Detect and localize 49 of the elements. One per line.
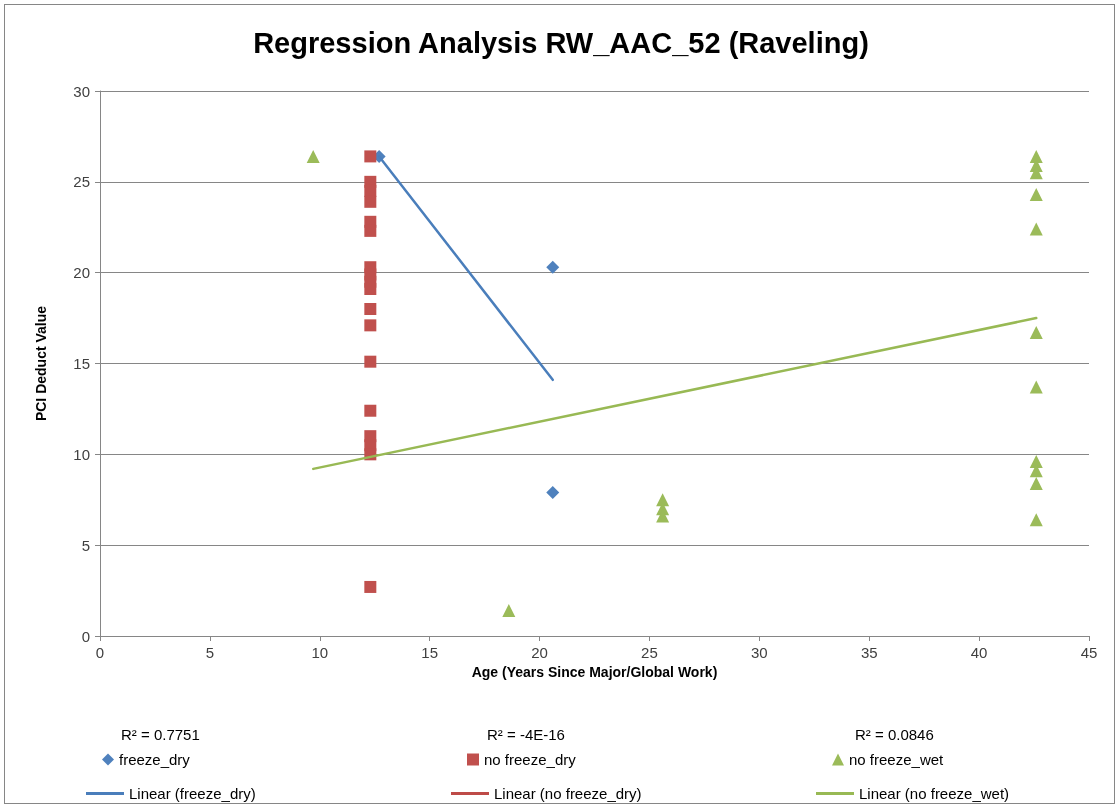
x-tick-label: 5 bbox=[205, 644, 215, 661]
text: R² = 0.7751 bbox=[121, 726, 200, 743]
y-tick-label: 0 bbox=[81, 627, 90, 645]
text: R² = -4E-16 bbox=[487, 726, 565, 743]
point bbox=[1029, 380, 1043, 394]
point bbox=[364, 404, 377, 417]
x-tick-label: 0 bbox=[95, 644, 105, 661]
point bbox=[364, 283, 377, 296]
point bbox=[546, 485, 560, 499]
point bbox=[364, 184, 377, 197]
point bbox=[364, 150, 377, 163]
point bbox=[502, 604, 516, 618]
x-tick-label: 20 bbox=[531, 644, 548, 661]
point bbox=[364, 195, 377, 208]
point bbox=[364, 303, 377, 315]
point bbox=[546, 260, 560, 274]
point bbox=[364, 224, 377, 237]
y-tick-label: 15 bbox=[73, 355, 90, 372]
point bbox=[1029, 222, 1043, 236]
point bbox=[364, 319, 377, 332]
point bbox=[1029, 476, 1043, 490]
x-tick-label: 30 bbox=[750, 644, 768, 661]
text: R² = 0.0846 bbox=[855, 726, 934, 743]
x-tick-label: 45 bbox=[1080, 644, 1098, 661]
y-tick-label: 30 bbox=[73, 82, 90, 100]
legend-label: Linear (freeze_dry) bbox=[129, 785, 256, 802]
x-axis-title: Age (Years Since Major/Global Work) bbox=[471, 663, 718, 680]
point bbox=[1029, 513, 1043, 527]
x-tick-label: 25 bbox=[641, 644, 658, 661]
legend-label: freeze_dry bbox=[119, 751, 191, 768]
legend-label: Linear (no freeze_dry) bbox=[494, 785, 642, 802]
x-tick-label: 10 bbox=[311, 644, 329, 661]
x-tick-label: 35 bbox=[860, 644, 878, 661]
y-tick-label: 5 bbox=[81, 536, 90, 554]
x-tick-label: 15 bbox=[421, 644, 439, 661]
y-axis-title: PCI Deduct Value bbox=[33, 305, 49, 422]
point bbox=[1029, 326, 1043, 340]
legend-label: Linear (no freeze_wet) bbox=[859, 785, 1010, 802]
point bbox=[306, 149, 320, 163]
legend-label: no freeze_dry bbox=[484, 751, 577, 768]
x-tick-label: 40 bbox=[970, 644, 988, 661]
legend-label: no freeze_wet bbox=[849, 751, 945, 768]
point bbox=[364, 355, 377, 368]
y-tick-label: 10 bbox=[73, 445, 90, 463]
chart-title: Regression Analysis RW_AAC_52 (Raveling) bbox=[253, 26, 869, 59]
y-tick-label: 25 bbox=[73, 173, 90, 191]
y-tick-label: 20 bbox=[73, 264, 90, 282]
point bbox=[364, 580, 377, 593]
point bbox=[1029, 188, 1043, 202]
